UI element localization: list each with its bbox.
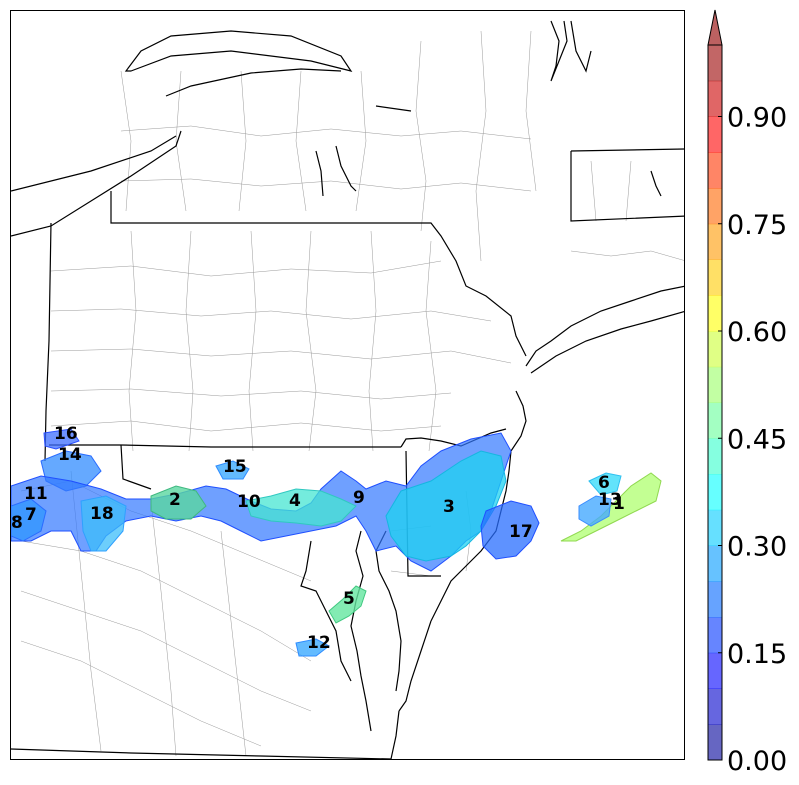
- colorbar-band: [708, 688, 722, 725]
- colorbar: 0.00 0.15 0.30 0.45 0.60 0.75 0.90: [707, 9, 787, 777]
- colorbar-tick-label: 0.75: [727, 210, 787, 241]
- map-canvas: 16 14 11 8 7 18 2 15 10 4 9 3 17 6 13 1 …: [11, 20, 684, 759]
- object-label-1: 1: [613, 494, 625, 514]
- object-18-shape: [80, 495, 127, 552]
- object-label-2: 2: [169, 490, 181, 510]
- object-label-5: 5: [343, 589, 355, 609]
- colorbar-tick-label: 0.90: [727, 103, 787, 134]
- colorbar-band: [708, 509, 722, 546]
- colorbar-band: [708, 116, 722, 153]
- object-13-shape: [578, 495, 612, 527]
- colorbar-band: [708, 402, 722, 439]
- object-label-10: 10: [237, 492, 261, 512]
- colorbar-band: [708, 80, 722, 117]
- object-label-6: 6: [598, 473, 610, 493]
- object-2-shape: [150, 485, 207, 520]
- colorbar-band: [708, 152, 722, 189]
- object-label-16: 16: [54, 424, 78, 444]
- colorbar-band: [708, 223, 722, 260]
- object-label-13: 13: [598, 490, 622, 510]
- colorbar-ticks: 0.00 0.15 0.30 0.45 0.60 0.75 0.90: [718, 103, 787, 777]
- object-label-14: 14: [58, 445, 82, 465]
- colorbar-tick-label: 0.60: [727, 317, 787, 348]
- colorbar-band: [708, 259, 722, 296]
- map-panel: 16 14 11 8 7 18 2 15 10 4 9 3 17 6 13 1 …: [10, 10, 685, 760]
- colorbar-tick-label: 0.00: [727, 746, 787, 777]
- object-label-9: 9: [353, 488, 365, 508]
- object-label-7: 7: [25, 505, 37, 525]
- object-6-shape: [588, 472, 622, 496]
- object-label-3: 3: [443, 497, 455, 517]
- colorbar-band: [708, 652, 722, 689]
- object-16-shape: [43, 428, 80, 450]
- colorbar-tick-label: 0.45: [727, 424, 787, 455]
- object-labels: 16 14 11 8 7 18 2 15 10 4 9 3 17 6 13 1 …: [11, 424, 625, 653]
- object-17-shape: [480, 500, 540, 560]
- object-label-4: 4: [289, 491, 301, 511]
- object-label-11: 11: [24, 484, 48, 504]
- object-15-shape: [215, 460, 250, 480]
- object-label-8: 8: [11, 513, 23, 533]
- colorbar-band: [708, 331, 722, 368]
- colorbar-band: [708, 474, 722, 511]
- colorbar-bands: [708, 45, 722, 761]
- probability-objects: [11, 428, 662, 657]
- state-boundaries: [11, 20, 684, 759]
- colorbar-extend-arrow: [707, 9, 723, 46]
- object-4-shape: [245, 488, 357, 527]
- object-label-17: 17: [509, 522, 533, 542]
- colorbar-tick-label: 0.30: [727, 532, 787, 563]
- object-5-shape: [328, 585, 367, 624]
- colorbar-band: [708, 45, 722, 82]
- object-12-shape: [295, 638, 330, 657]
- colorbar-band: [708, 617, 722, 654]
- colorbar-band: [708, 545, 722, 582]
- object-western-edge: [11, 498, 47, 542]
- colorbar-band: [708, 438, 722, 475]
- object-label-12: 12: [307, 633, 331, 653]
- county-boundaries: [20, 30, 684, 757]
- colorbar-band: [708, 295, 722, 332]
- colorbar-band: [708, 581, 722, 618]
- object-label-15: 15: [223, 457, 247, 477]
- colorbar-tick-label: 0.15: [727, 639, 787, 670]
- colorbar-outline: [707, 44, 723, 761]
- object-label-18: 18: [90, 504, 114, 524]
- colorbar-band: [708, 724, 722, 761]
- colorbar-band: [708, 188, 722, 225]
- colorbar-band: [708, 366, 722, 403]
